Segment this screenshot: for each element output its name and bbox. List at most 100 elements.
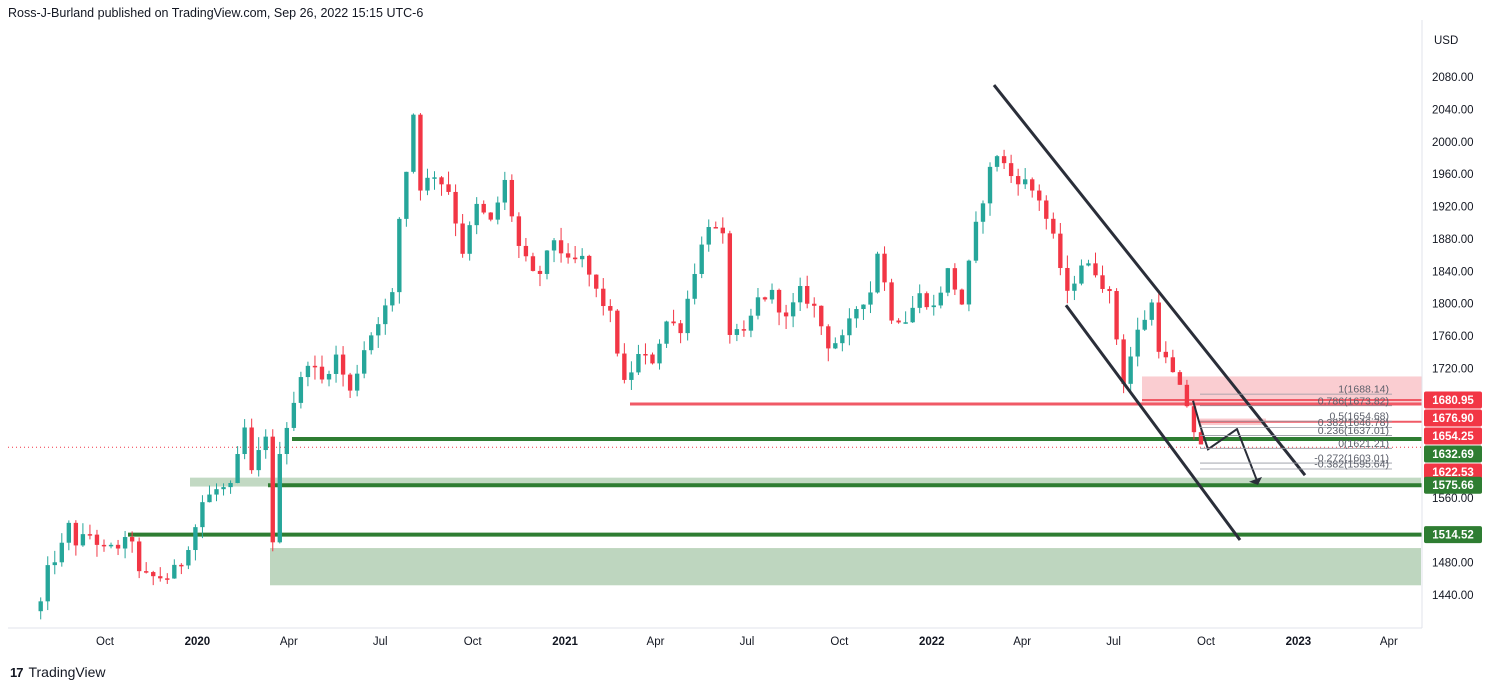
- candle-body: [945, 268, 951, 293]
- tradingview-mark-icon: 17: [10, 664, 24, 680]
- price-tick-label: 1480.00: [1432, 558, 1474, 570]
- candle-body: [256, 450, 261, 471]
- candle-body: [537, 270, 543, 274]
- fib-label: -0.382(1595.64): [1314, 459, 1389, 471]
- candle-body: [601, 288, 606, 307]
- price-tag: [1424, 391, 1482, 409]
- candle-body: [136, 541, 142, 572]
- price-tick-label: 1880.00: [1432, 234, 1474, 246]
- candle-body: [854, 309, 859, 319]
- candle-body: [579, 255, 585, 260]
- candle-body: [460, 223, 465, 254]
- price-tag-label: 1575.66: [1432, 480, 1474, 492]
- price-tag-label: 1654.25: [1432, 431, 1474, 443]
- candle-body: [910, 307, 915, 323]
- tradingview-logo[interactable]: 17 TradingView: [10, 664, 106, 680]
- candle-body: [1079, 265, 1084, 284]
- price-tick-label: 1560.00: [1432, 493, 1474, 505]
- candle-body: [383, 305, 388, 325]
- candle-body: [748, 315, 754, 331]
- fib-label: 0.236(1637.01): [1318, 425, 1389, 437]
- price-tag: [1424, 526, 1482, 544]
- candle-body: [122, 537, 128, 549]
- candle-body: [242, 427, 247, 455]
- candle-body: [551, 240, 557, 251]
- candle-body: [38, 601, 43, 612]
- candle-body: [432, 177, 437, 179]
- candle-body: [87, 534, 93, 536]
- candle-body: [678, 323, 683, 334]
- time-tick-label: Apr: [1013, 636, 1031, 648]
- candle-body: [326, 373, 332, 380]
- candle-body: [783, 312, 789, 317]
- price-tag: [1424, 427, 1482, 445]
- candle-body: [284, 427, 290, 455]
- price-tick-label: 2040.00: [1432, 104, 1474, 116]
- candle-body: [333, 354, 339, 374]
- candle-body: [1142, 319, 1147, 330]
- candle-body: [214, 489, 219, 495]
- channel-upper-line: [992, 84, 1307, 477]
- fib-label: 0(1621.21): [1338, 438, 1389, 450]
- time-tick-label: Oct: [830, 636, 849, 648]
- candle-body: [144, 571, 149, 573]
- time-tick-label: Apr: [1380, 636, 1398, 648]
- candle-body: [615, 310, 620, 354]
- candle-body: [1058, 233, 1063, 268]
- candle-body: [369, 335, 374, 351]
- time-tick-label: Apr: [280, 636, 298, 648]
- candle-body: [481, 203, 486, 213]
- candle-body: [488, 212, 493, 220]
- candle-body: [699, 244, 704, 274]
- candle-body: [1135, 329, 1140, 357]
- candle-body: [200, 502, 205, 528]
- candle-body: [1100, 275, 1105, 289]
- candle-body: [115, 544, 121, 549]
- time-tick-label: Jul: [373, 636, 388, 648]
- price-tick-label: 1800.00: [1432, 299, 1474, 311]
- candle-body: [361, 350, 367, 374]
- fib-label: -0.272(1603.01): [1314, 453, 1389, 465]
- candle-body: [544, 250, 550, 274]
- price-tag-label: 1622.53: [1432, 467, 1474, 479]
- candle-body: [572, 257, 578, 260]
- candle-body: [94, 534, 100, 545]
- candle-body: [847, 318, 852, 336]
- time-tick-label: Apr: [647, 636, 665, 648]
- candle-body: [1015, 176, 1021, 185]
- candle-body: [706, 227, 711, 245]
- candle-body: [418, 114, 423, 191]
- fibonacci: 1(1688.14)0.786(1673.82) 0.5(1654.68)0.38…: [1200, 384, 1392, 471]
- candle-body: [1198, 432, 1204, 445]
- price-tag-label: 1632.69: [1432, 449, 1474, 461]
- price-tick-label: 1960.00: [1432, 169, 1474, 181]
- candle-body: [650, 354, 655, 364]
- candle-body: [1030, 179, 1035, 191]
- candle-body: [1170, 357, 1176, 373]
- candle-body: [73, 522, 79, 546]
- candle-body: [221, 487, 226, 490]
- candle-body: [172, 564, 177, 579]
- candle-body: [129, 537, 135, 542]
- time-tick-label: 2023: [1286, 636, 1312, 648]
- candle-body: [474, 203, 479, 226]
- time-tick-label: 2022: [919, 636, 945, 648]
- candle-body: [270, 436, 275, 543]
- candle-body: [826, 326, 831, 349]
- candle-body: [622, 353, 627, 380]
- candle-body: [312, 365, 318, 368]
- axes: USD 2080.00 2040.00 2000.00 1960.00 1920.00 18…: [8, 20, 1474, 648]
- candle-body: [720, 227, 725, 234]
- time-tick-label: 2021: [552, 636, 578, 648]
- candle-body: [938, 292, 943, 306]
- candle-body: [903, 322, 908, 324]
- candle-body: [973, 221, 979, 261]
- candle-body: [840, 335, 845, 344]
- support-zone: [190, 477, 1421, 487]
- candle-body: [158, 576, 163, 579]
- candle-body: [565, 253, 571, 258]
- candle-body: [994, 156, 1000, 167]
- candle-body: [151, 572, 156, 577]
